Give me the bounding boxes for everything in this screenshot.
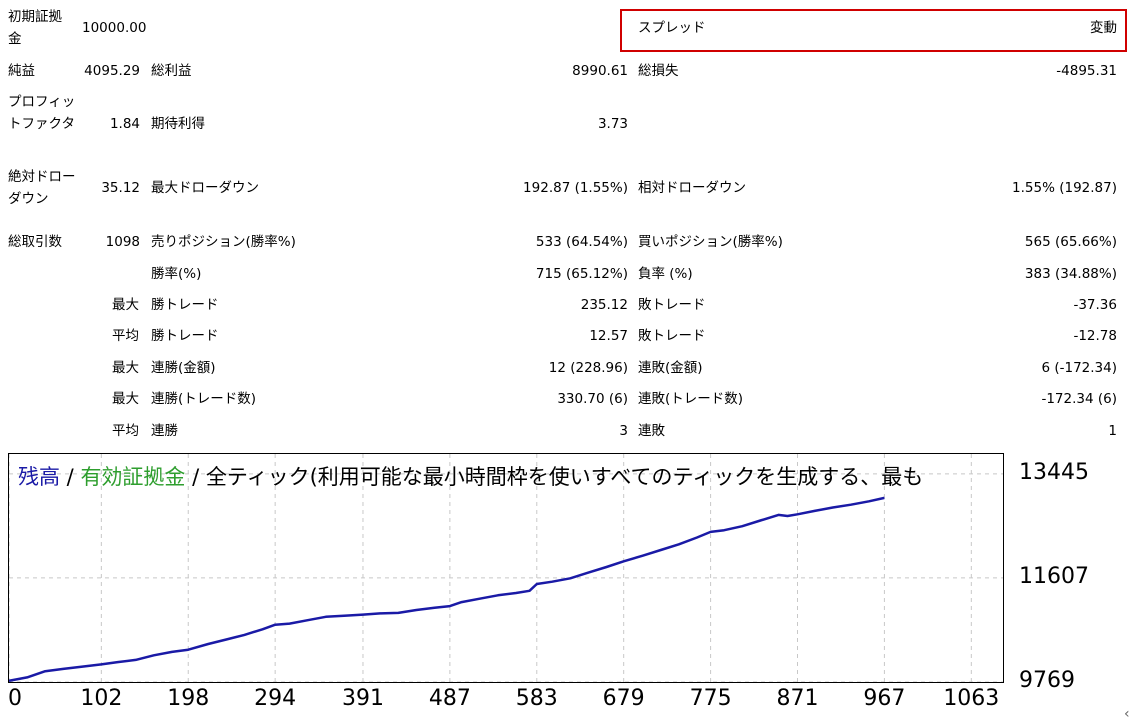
max-drawdown-value: 192.87 (1.55%) <box>523 180 628 196</box>
x-tick-label: 1063 <box>943 686 1000 711</box>
max-cons-wins-label: 連勝(金額) <box>151 360 216 376</box>
balance-chart-frame <box>8 453 1004 683</box>
largest-loss-value: -37.36 <box>1073 297 1117 313</box>
avg-cons-wins-label: 連勝 <box>151 423 178 439</box>
gross-loss-label: 総損失 <box>638 63 679 79</box>
legend-separator: / <box>60 465 81 489</box>
y-tick-label: 11607 <box>1019 563 1089 589</box>
total-trades-label: 総取引数 <box>8 234 62 250</box>
x-tick-label: 583 <box>515 686 558 711</box>
max-cons-wins-value: 12 (228.96) <box>548 360 628 376</box>
x-tick-label: 102 <box>80 686 123 711</box>
max-cons-profit-value: 330.70 (6) <box>557 391 628 407</box>
profit-factor-value: 1.84 <box>109 116 140 132</box>
x-tick-label: 871 <box>776 686 819 711</box>
avg-win-label: 勝トレード <box>151 328 219 344</box>
x-tick-label: 679 <box>602 686 645 711</box>
x-tick-label: 0 <box>8 686 22 711</box>
long-positions-value: 565 (65.66%) <box>1024 234 1117 250</box>
max-cons-loss-label: 連敗(トレード数) <box>638 391 744 407</box>
x-tick-label: 198 <box>167 686 210 711</box>
max-label: 最大 <box>112 391 139 407</box>
avg-loss-label: 敗トレード <box>638 328 706 344</box>
profit-factor-label: プロフィットファクタ <box>8 94 76 132</box>
net-profit-label: 純益 <box>8 63 35 79</box>
max-label: 最大 <box>112 360 139 376</box>
x-tick-label: 967 <box>863 686 906 711</box>
balance-series-line <box>9 496 885 682</box>
x-tick-label: 487 <box>428 686 471 711</box>
abs-drawdown-label: 絶対ドローダウン <box>8 169 76 207</box>
avg-cons-losses-value: 1 <box>1108 423 1117 439</box>
legend-balance: 残高 <box>18 465 60 489</box>
avg-cons-losses-label: 連敗 <box>638 423 665 439</box>
loss-rate-label: 負率 (%) <box>638 266 693 282</box>
x-tick-label: 391 <box>341 686 384 711</box>
scroll-arrow-icon[interactable]: ‹ <box>1124 706 1130 722</box>
initial-deposit-label: 初期証拠金 <box>8 9 62 47</box>
legend-model: 全ティック(利用可能な最小時間枠を使いすべてのティックを生成する、最も <box>205 465 924 489</box>
avg-cons-wins-value: 3 <box>619 423 628 439</box>
max-cons-loss-value: -172.34 (6) <box>1041 391 1117 407</box>
x-tick-label: 775 <box>689 686 732 711</box>
initial-deposit-value: 10000.00 <box>82 20 147 36</box>
y-tick-label: 13445 <box>1019 459 1089 485</box>
abs-drawdown-value: 35.12 <box>101 180 140 196</box>
x-tick-label: 294 <box>254 686 297 711</box>
short-positions-label: 売りポジション(勝率%) <box>151 234 296 250</box>
expected-payoff-label: 期待利得 <box>151 116 205 132</box>
chart-legend: 残高 / 有効証拠金 / 全ティック(利用可能な最小時間枠を使いすべてのティック… <box>18 462 923 492</box>
net-profit-value: 4095.29 <box>84 63 140 79</box>
long-positions-label: 買いポジション(勝率%) <box>638 234 783 250</box>
largest-win-label: 勝トレード <box>151 297 219 313</box>
max-cons-profit-label: 連勝(トレード数) <box>151 391 257 407</box>
y-tick-label: 9769 <box>1019 668 1075 693</box>
short-positions-value: 533 (64.54%) <box>535 234 628 250</box>
max-drawdown-label: 最大ドローダウン <box>151 180 259 196</box>
gross-loss-value: -4895.31 <box>1056 63 1117 79</box>
max-label: 最大 <box>112 297 139 313</box>
expected-payoff-value: 3.73 <box>597 116 628 132</box>
avg-loss-value: -12.78 <box>1073 328 1117 344</box>
gross-profit-label: 総利益 <box>151 63 192 79</box>
spread-value: 変動 <box>1090 20 1117 36</box>
total-trades-value: 1098 <box>105 234 140 250</box>
max-cons-losses-label: 連敗(金額) <box>638 360 703 376</box>
legend-equity: 有効証拠金 <box>80 465 186 489</box>
win-rate-label: 勝率(%) <box>151 266 202 282</box>
largest-loss-label: 敗トレード <box>638 297 706 313</box>
largest-win-value: 235.12 <box>580 297 628 313</box>
avg-win-value: 12.57 <box>589 328 628 344</box>
rel-drawdown-label: 相対ドローダウン <box>638 180 746 196</box>
legend-separator: / <box>185 465 206 489</box>
avg-label: 平均 <box>112 328 139 344</box>
balance-chart <box>9 454 1003 682</box>
max-cons-losses-value: 6 (-172.34) <box>1041 360 1117 376</box>
spread-highlight-box <box>620 9 1127 52</box>
loss-rate-value: 383 (34.88%) <box>1024 266 1117 282</box>
gross-profit-value: 8990.61 <box>572 63 628 79</box>
avg-label: 平均 <box>112 423 139 439</box>
rel-drawdown-value: 1.55% (192.87) <box>1012 180 1117 196</box>
win-rate-value: 715 (65.12%) <box>535 266 628 282</box>
spread-label: スプレッド <box>638 20 706 36</box>
